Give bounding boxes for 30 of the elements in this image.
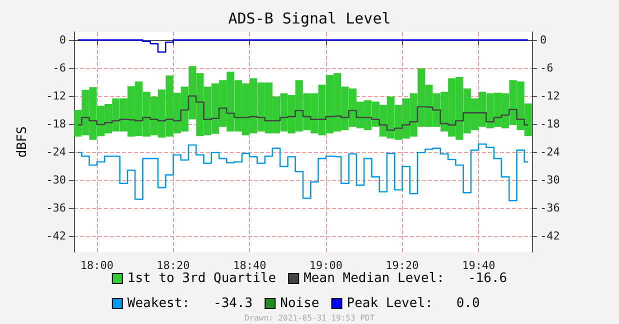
y-tick-label: -42 xyxy=(46,230,66,243)
y2-tick-label: -42 xyxy=(540,230,560,243)
legend-label: Peak Level: 0.0 xyxy=(346,296,480,311)
text: Drawn: 2021-05-31 19:53 PDT xyxy=(244,314,375,322)
legend-label: 1st to 3rd Quartile xyxy=(127,271,276,286)
y-tick-label: -12 xyxy=(46,89,66,102)
y2-tick-label: -30 xyxy=(540,174,560,187)
y-tick-label: -6 xyxy=(52,61,66,74)
y2-tick-label: -24 xyxy=(540,146,560,159)
y2-tick-label: 0 xyxy=(540,33,547,46)
y-tick-label: -30 xyxy=(46,174,66,187)
y-tick-label: -24 xyxy=(46,146,66,159)
legend-label: Noise xyxy=(280,296,320,311)
x-tick-label: 19:20 xyxy=(386,259,419,272)
y-tick-label: 0 xyxy=(59,33,66,46)
x-tick-label: 18:20 xyxy=(156,259,190,272)
x-tick-label: 18:00 xyxy=(80,259,114,272)
x-tick-label: 18:40 xyxy=(233,259,266,272)
y2-tick-label: -36 xyxy=(540,202,560,215)
legend-label: Weakest: -34.3 xyxy=(127,296,253,311)
y-axis-title: dBFS xyxy=(15,126,30,158)
x-tick-label: 19:00 xyxy=(309,259,342,272)
y-tick-label: -18 xyxy=(46,118,66,131)
x-tick-label: 19:40 xyxy=(462,259,496,272)
legend-label: Mean Median Level: -16.6 xyxy=(304,271,508,286)
y2-tick-label: -6 xyxy=(540,61,554,74)
chart-title: ADS-B Signal Level xyxy=(228,10,391,28)
y-tick-label: -36 xyxy=(46,202,66,215)
y2-tick-label: -12 xyxy=(540,89,560,102)
y2-tick-label: -18 xyxy=(540,118,560,131)
